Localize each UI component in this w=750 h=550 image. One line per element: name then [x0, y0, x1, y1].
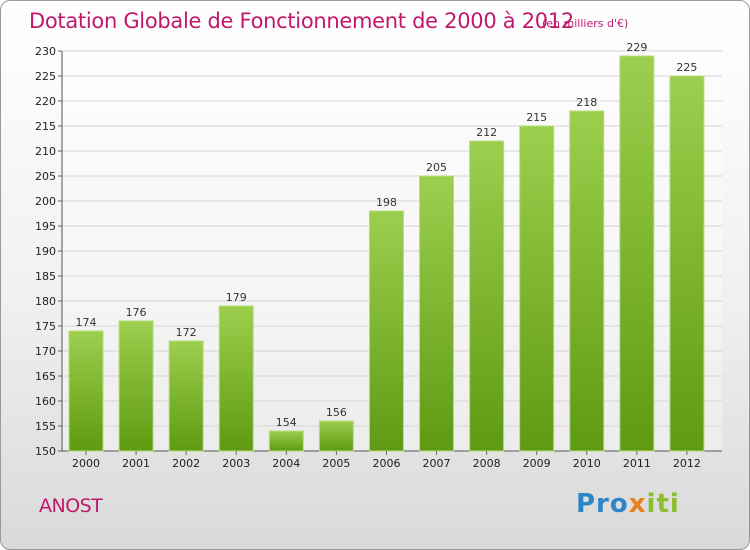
data-label: 215	[526, 111, 547, 124]
chart-title: Dotation Globale de Fonctionnement de 20…	[29, 9, 574, 33]
data-label: 154	[276, 416, 297, 429]
data-label: 179	[226, 291, 247, 304]
bar	[368, 210, 404, 452]
x-tick-label: 2005	[322, 457, 350, 470]
bar	[569, 110, 605, 452]
x-tick-label: 2002	[172, 457, 200, 470]
y-tick-label: 155	[35, 420, 56, 433]
y-tick-label: 180	[35, 295, 56, 308]
y-tick-label: 195	[35, 220, 56, 233]
bar	[318, 420, 354, 452]
y-tick-label: 215	[35, 120, 56, 133]
y-tick-label: 170	[35, 345, 56, 358]
data-label: 218	[576, 96, 597, 109]
bar	[118, 320, 154, 452]
y-tick-label: 150	[35, 445, 56, 458]
data-label: 198	[376, 196, 397, 209]
proxiti-logo: Proxiti	[576, 489, 680, 519]
bar	[519, 125, 555, 452]
data-label: 172	[176, 326, 197, 339]
place-name: ANOST	[39, 495, 103, 517]
x-tick-label: 2010	[573, 457, 601, 470]
bar	[268, 430, 304, 452]
x-tick-label: 2001	[122, 457, 150, 470]
logo-part-1: Pro	[576, 489, 629, 519]
data-label: 225	[676, 61, 697, 74]
y-tick-label: 165	[35, 370, 56, 383]
y-tick-label: 200	[35, 195, 56, 208]
data-label: 205	[426, 161, 447, 174]
y-tick-label: 220	[35, 95, 56, 108]
logo-part-2: x	[628, 489, 647, 519]
data-label: 176	[126, 306, 147, 319]
y-tick-label: 210	[35, 145, 56, 158]
bar	[619, 55, 655, 452]
x-tick-label: 2003	[222, 457, 250, 470]
y-tick-label: 230	[35, 45, 56, 58]
x-tick-label: 2011	[623, 457, 651, 470]
y-tick-label: 175	[35, 320, 56, 333]
x-tick-label: 2009	[523, 457, 551, 470]
logo-part-3: iti	[646, 489, 680, 519]
y-tick-label: 205	[35, 170, 56, 183]
x-tick-label: 2012	[673, 457, 701, 470]
bar	[68, 330, 104, 452]
chart-unit: (en milliers d'€)	[542, 17, 629, 30]
y-tick-label: 190	[35, 245, 56, 258]
bar	[168, 340, 204, 452]
x-tick-label: 2004	[272, 457, 300, 470]
x-tick-label: 2006	[372, 457, 400, 470]
x-tick-label: 2008	[473, 457, 501, 470]
bar	[669, 75, 705, 452]
x-tick-label: 2007	[423, 457, 451, 470]
data-label: 212	[476, 126, 497, 139]
data-label: 156	[326, 406, 347, 419]
y-tick-label: 225	[35, 70, 56, 83]
bar	[469, 140, 505, 452]
bar	[419, 175, 455, 452]
y-tick-label: 185	[35, 270, 56, 283]
data-label: 174	[76, 316, 97, 329]
bar	[218, 305, 254, 452]
y-tick-label: 160	[35, 395, 56, 408]
data-label: 229	[626, 41, 647, 54]
x-tick-label: 2000	[72, 457, 100, 470]
